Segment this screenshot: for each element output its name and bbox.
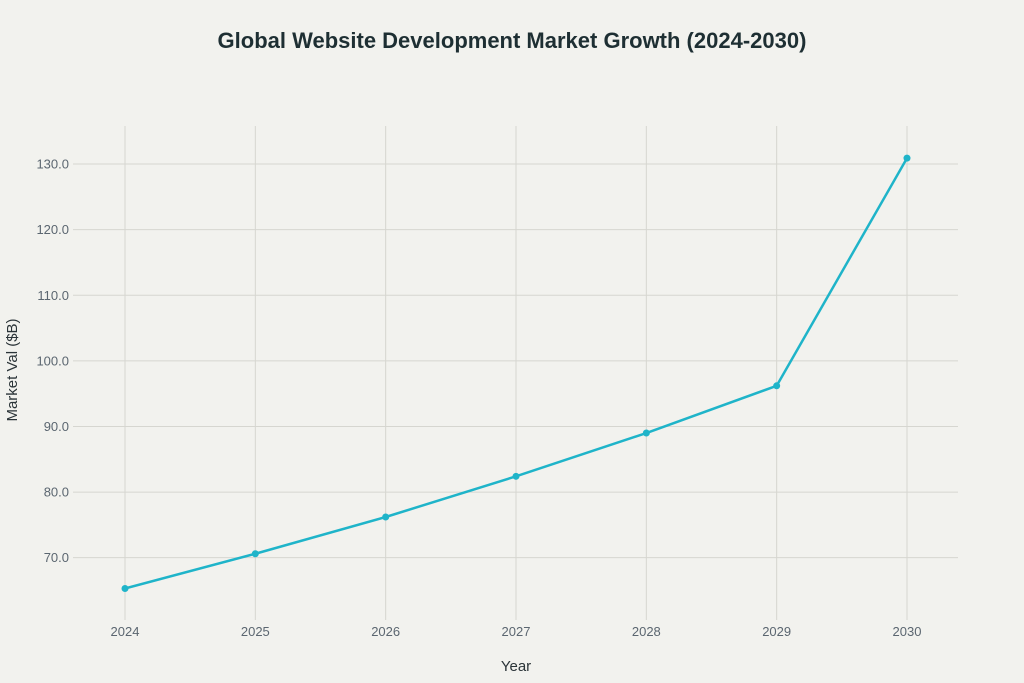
y-axis-ticks: 70.0 80.0 90.0 100.0 110.0 120.0 130.0 xyxy=(36,157,69,566)
data-point-2029[interactable] xyxy=(773,382,781,390)
y-axis-title: Market Val ($B) xyxy=(4,318,21,421)
x-axis-ticks: 2024 2025 2026 2027 2028 2029 2030 xyxy=(111,624,922,639)
data-point-2030[interactable] xyxy=(903,154,911,162)
data-point-2027[interactable] xyxy=(512,472,520,480)
y-tick-label: 90.0 xyxy=(44,419,69,434)
y-tick-label: 100.0 xyxy=(36,353,69,368)
y-tick-label: 120.0 xyxy=(36,222,69,237)
data-point-2025[interactable] xyxy=(251,550,259,558)
data-point-2028[interactable] xyxy=(642,429,650,437)
y-tick-label: 80.0 xyxy=(44,485,69,500)
y-tick-label: 130.0 xyxy=(36,157,69,172)
vertical-gridlines xyxy=(124,126,908,620)
x-tick-label: 2026 xyxy=(371,624,400,639)
x-tick-label: 2024 xyxy=(111,624,140,639)
x-tick-label: 2029 xyxy=(762,624,791,639)
x-tick-label: 2030 xyxy=(893,624,922,639)
data-point-2026[interactable] xyxy=(382,513,390,521)
x-tick-label: 2025 xyxy=(241,624,270,639)
x-tick-label: 2028 xyxy=(632,624,661,639)
x-tick-label: 2027 xyxy=(502,624,531,639)
chart-title: Global Website Development Market Growth… xyxy=(217,28,807,53)
x-axis-title: Year xyxy=(501,658,531,675)
y-tick-label: 110.0 xyxy=(37,288,69,303)
horizontal-gridlines xyxy=(73,163,958,559)
y-tick-label: 70.0 xyxy=(44,550,69,565)
series-layer xyxy=(121,154,911,593)
data-point-2024[interactable] xyxy=(121,585,129,593)
